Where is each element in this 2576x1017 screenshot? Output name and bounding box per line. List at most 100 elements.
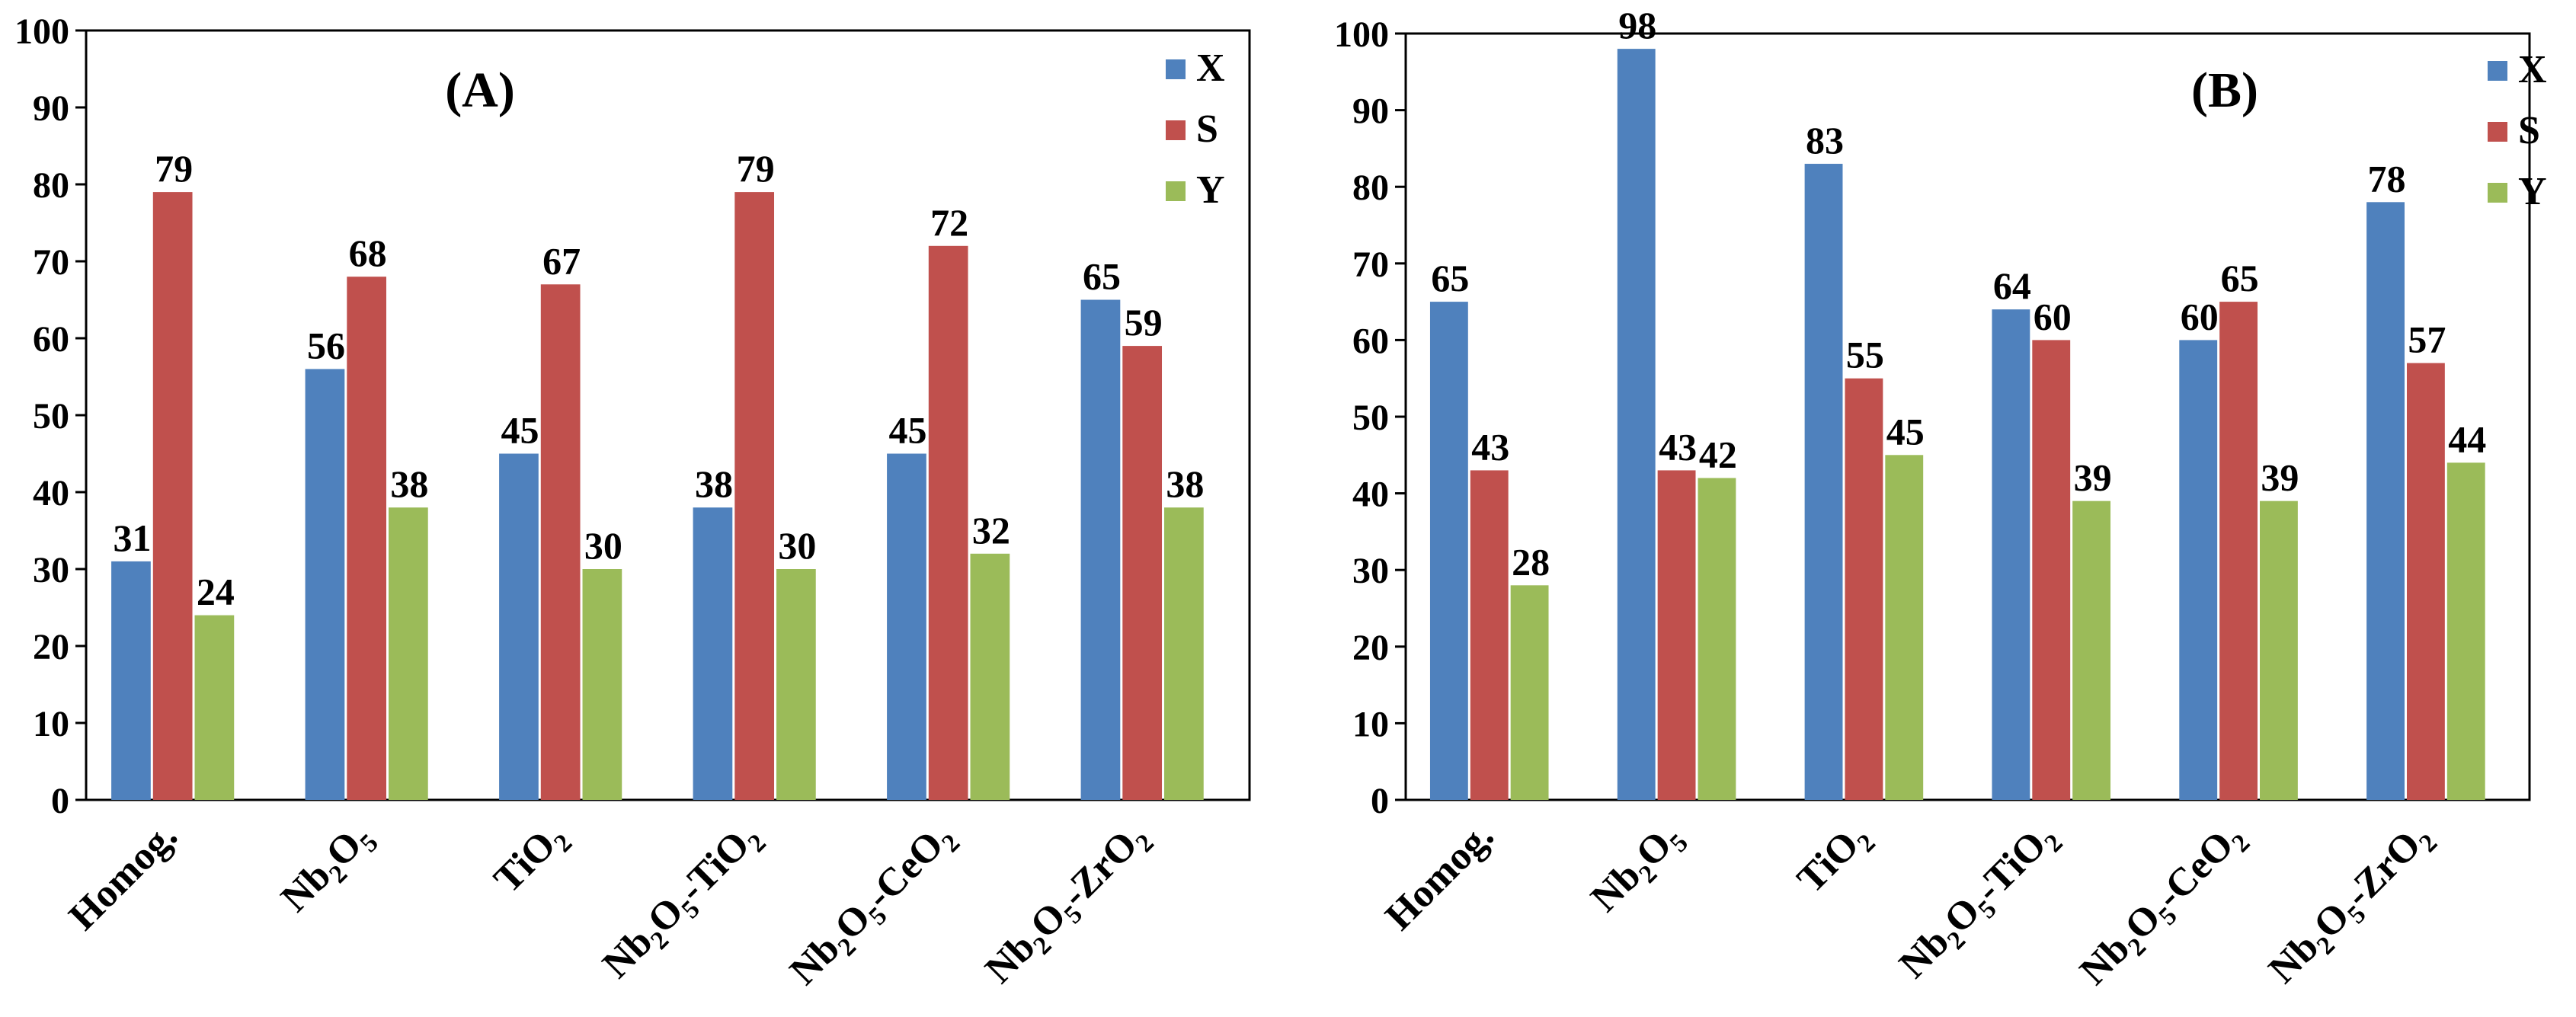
data-label: 39 bbox=[2074, 456, 2112, 499]
bar-s bbox=[1122, 346, 1163, 801]
bar-y bbox=[1164, 507, 1204, 800]
data-label: 79 bbox=[155, 147, 193, 190]
y-tick-label: 70 bbox=[1352, 245, 1389, 285]
y-tick-label: 40 bbox=[33, 473, 69, 513]
y-tick-label: 30 bbox=[33, 550, 69, 590]
x-tick-label: Nb2O5 bbox=[1582, 814, 1694, 925]
bar-x bbox=[1992, 309, 2030, 800]
bar-y bbox=[776, 569, 816, 800]
bar-x bbox=[887, 453, 926, 800]
data-label: 60 bbox=[2181, 295, 2219, 337]
data-label: 60 bbox=[2034, 295, 2072, 337]
bar-s bbox=[734, 192, 775, 801]
data-label: 67 bbox=[542, 239, 581, 282]
legend-label-s: S bbox=[2518, 109, 2540, 152]
legend-label-y: Y bbox=[2518, 170, 2547, 213]
data-label: 65 bbox=[1083, 255, 1121, 298]
legend-swatch-y bbox=[1166, 181, 1186, 201]
bar-x bbox=[1804, 164, 1843, 800]
data-label: 79 bbox=[737, 147, 775, 190]
legend-swatch-s bbox=[1166, 120, 1186, 140]
x-tick-label: TiO2 bbox=[486, 814, 578, 906]
data-label: 83 bbox=[1806, 119, 1844, 162]
legend-swatch-s bbox=[2488, 122, 2507, 142]
bar-y bbox=[582, 569, 622, 800]
legend-swatch-x bbox=[2488, 61, 2507, 81]
data-label: 42 bbox=[1699, 433, 1737, 475]
data-label: 98 bbox=[1618, 4, 1656, 46]
y-tick-label: 40 bbox=[1352, 475, 1389, 515]
data-label: 43 bbox=[1659, 425, 1697, 468]
bar-x bbox=[1080, 299, 1121, 800]
y-tick-label: 30 bbox=[1352, 551, 1389, 591]
plot-frame bbox=[1404, 32, 2531, 801]
bar-x bbox=[1617, 49, 1656, 801]
y-tick-label: 0 bbox=[1371, 781, 1389, 821]
y-tick-label: 60 bbox=[33, 319, 69, 360]
bar-s bbox=[2032, 340, 2071, 800]
data-label: 59 bbox=[1125, 301, 1163, 344]
bar-s bbox=[2406, 363, 2445, 801]
y-tick-label: 60 bbox=[1352, 321, 1389, 361]
chart-panel-a: 0 10 20 30 40 50 60 70 80 90 100 31 56 45 38 45 65 79 68 67… bbox=[14, 11, 1251, 997]
y-tick-label: 50 bbox=[33, 396, 69, 437]
data-label: 45 bbox=[888, 409, 926, 452]
data-label: 57 bbox=[2408, 318, 2446, 361]
y-tick-label: 80 bbox=[33, 165, 69, 206]
bar-s bbox=[347, 277, 387, 800]
legend-swatch-y bbox=[2488, 183, 2507, 203]
bar-y bbox=[2072, 501, 2111, 800]
legend-label-x: X bbox=[1196, 46, 1225, 90]
y-tick-label: 0 bbox=[51, 781, 69, 821]
x-tick-label: Nb2O5-CeO2 bbox=[782, 814, 965, 997]
bar-x bbox=[2366, 202, 2405, 800]
legend-label-s: S bbox=[1196, 107, 1218, 151]
data-label: 32 bbox=[972, 509, 1010, 552]
bar-s bbox=[152, 192, 193, 801]
data-label: 65 bbox=[2221, 257, 2259, 299]
bar-y bbox=[1698, 478, 1736, 800]
x-tick-label: Nb2O5-CeO2 bbox=[2072, 814, 2255, 997]
x-tick-label: Homog. bbox=[61, 814, 186, 939]
data-label: 31 bbox=[113, 516, 151, 559]
bar-s bbox=[2219, 302, 2258, 801]
data-label: 56 bbox=[307, 324, 345, 366]
data-label: 38 bbox=[695, 462, 733, 505]
data-label: 45 bbox=[501, 409, 539, 452]
chart-title: (A) bbox=[445, 62, 515, 118]
data-label: 65 bbox=[1431, 257, 1469, 299]
data-label: 44 bbox=[2448, 417, 2486, 460]
data-label: 30 bbox=[584, 524, 622, 567]
plot-frame bbox=[85, 29, 1251, 801]
bar-y bbox=[970, 553, 1010, 800]
data-label: 39 bbox=[2261, 456, 2299, 499]
bar-y bbox=[194, 615, 235, 800]
y-tick-label: 50 bbox=[1352, 398, 1389, 438]
x-tick-label: Nb2O5-ZrO2 bbox=[977, 814, 1159, 996]
bar-s bbox=[1657, 470, 1696, 800]
bar-s bbox=[1470, 470, 1509, 800]
x-tick-label: Homog. bbox=[1378, 814, 1502, 939]
data-label: 38 bbox=[1166, 462, 1204, 505]
data-label: 30 bbox=[778, 524, 816, 567]
y-tick-label: 10 bbox=[33, 704, 69, 744]
legend-swatch-x bbox=[1166, 59, 1186, 79]
data-label: 55 bbox=[1846, 334, 1884, 376]
bar-y bbox=[2446, 462, 2485, 800]
x-tick-label: Nb2O5-TiO2 bbox=[594, 814, 772, 991]
data-label: 64 bbox=[1993, 264, 2031, 307]
bar-s bbox=[928, 245, 968, 800]
y-tick-label: 20 bbox=[33, 627, 69, 667]
legend-label-y: Y bbox=[1196, 168, 1225, 212]
bar-y bbox=[1510, 585, 1549, 800]
data-label: 78 bbox=[2368, 157, 2406, 200]
bar-x bbox=[693, 507, 733, 800]
data-label: 38 bbox=[390, 462, 428, 505]
bar-y bbox=[389, 507, 428, 800]
bar-x bbox=[2179, 340, 2218, 800]
y-tick-label: 20 bbox=[1352, 628, 1389, 668]
bar-y bbox=[1885, 455, 1924, 800]
bar-s bbox=[1845, 378, 1883, 800]
